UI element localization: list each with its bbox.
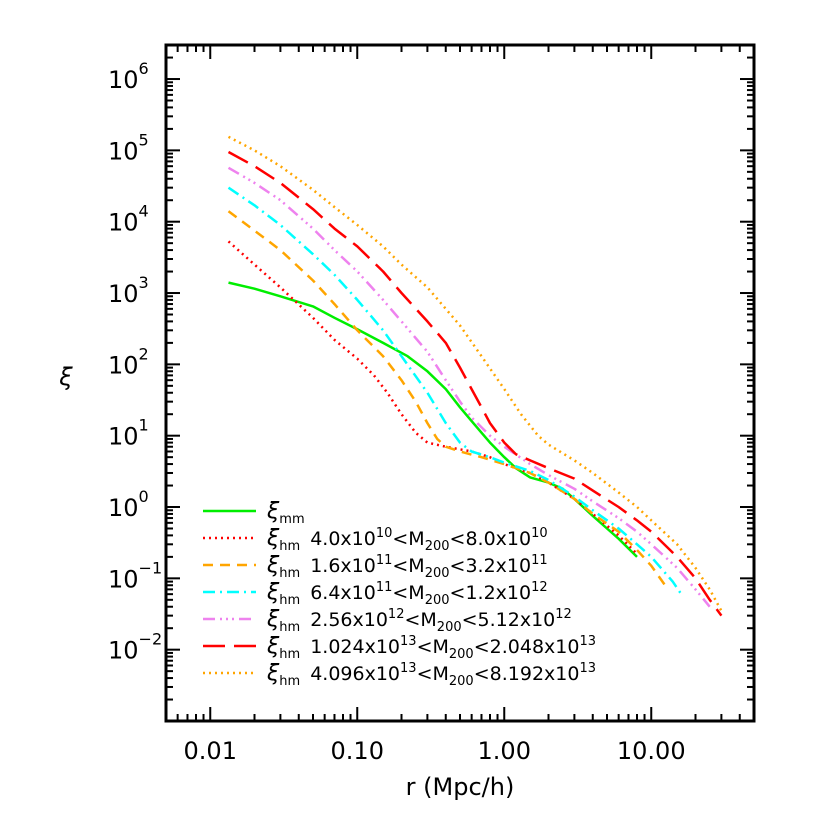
legend-label-2: ξhm 1.6x1011<M200<3.2x1011 bbox=[266, 553, 548, 581]
x-tick-label: 0.10 bbox=[331, 737, 384, 765]
y-tick-label: 100 bbox=[108, 487, 149, 522]
x-tick-label: 10.00 bbox=[617, 737, 686, 765]
y-tick-label: 103 bbox=[108, 273, 149, 308]
x-tick-label: 1.00 bbox=[478, 737, 531, 765]
y-tick-label: 106 bbox=[108, 59, 149, 94]
y-tick-label: 102 bbox=[108, 344, 149, 379]
legend-label-1: ξhm 4.0x1010<M200<8.0x1010 bbox=[266, 526, 548, 554]
series-line-3 bbox=[227, 186, 683, 595]
y-tick-label: 101 bbox=[108, 416, 149, 451]
legend-label-0: ξmm bbox=[266, 499, 305, 527]
series-line-2 bbox=[227, 210, 670, 591]
series-line-4 bbox=[227, 166, 711, 608]
legend-label-5: ξhm 1.024x1013<M200<2.048x1013 bbox=[266, 634, 596, 662]
x-axis-title: r (Mpc/h) bbox=[406, 773, 515, 801]
series-line-6 bbox=[227, 135, 723, 612]
x-tick-labels: 0.01 0.10 1.00 10.00 bbox=[184, 737, 686, 765]
series-line-5 bbox=[227, 150, 723, 617]
series-layer bbox=[227, 135, 723, 617]
y-tick-label: 105 bbox=[108, 130, 149, 165]
x-tick-label: 0.01 bbox=[184, 737, 237, 765]
legend-label-4: ξhm 2.56x1012<M200<5.12x1012 bbox=[266, 607, 572, 635]
y-tick-label: 10−1 bbox=[108, 558, 162, 593]
y-axis-title: ξ bbox=[58, 363, 73, 391]
legend-label-6: ξhm 4.096x1013<M200<8.192x1013 bbox=[266, 661, 596, 689]
y-tick-label: 10−2 bbox=[108, 630, 162, 665]
series-line-1 bbox=[227, 240, 638, 555]
plot-frame bbox=[164, 43, 756, 723]
y-tick-label: 104 bbox=[108, 202, 149, 237]
y-tick-labels: 10−2 10−1 100 101 102 103 104 105 106 bbox=[108, 59, 162, 665]
legend-label-3: ξhm 6.4x1011<M200<1.2x1012 bbox=[266, 580, 548, 608]
